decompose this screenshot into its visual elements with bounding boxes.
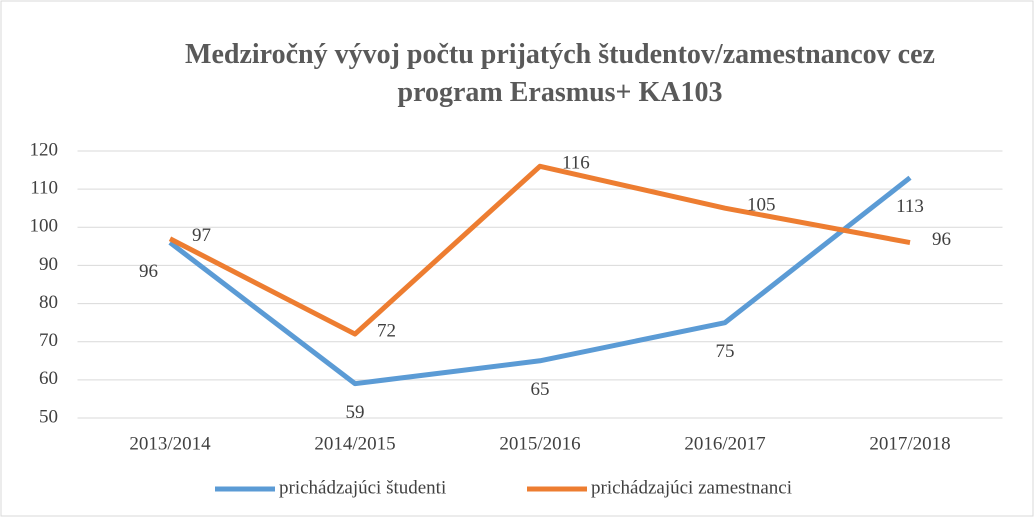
y-tick-label: 110 [30,178,58,199]
data-label: 113 [896,196,924,217]
x-tick-label: 2016/2017 [684,433,765,454]
y-tick-label: 60 [39,368,58,389]
series-line [168,163,911,337]
legend-label: prichádzajúci zamestnanci [591,477,792,498]
x-tick-label: 2013/2014 [129,433,211,454]
y-tick-label: 100 [30,216,59,237]
x-tick-label: 2014/2015 [314,433,395,454]
chart-title: Medziročný vývoj počtu prijatých študent… [185,39,935,108]
x-tick-label: 2017/2018 [869,433,950,454]
y-tick-label: 50 [39,406,58,427]
data-label: 75 [716,341,735,362]
data-label: 59 [346,402,365,423]
data-label: 97 [192,225,211,246]
y-tick-label: 70 [39,330,58,351]
data-label: 96 [139,261,158,282]
data-label: 96 [932,229,951,250]
legend-label: prichádzajúci študenti [279,477,446,498]
y-tick-label: 120 [30,139,59,160]
y-tick-label: 80 [39,292,58,313]
data-label: 72 [377,320,396,341]
series-line [168,175,912,387]
y-tick-label: 90 [39,254,58,275]
data-label: 116 [562,153,590,174]
x-tick-label: 2015/2016 [499,433,580,454]
data-label: 105 [747,195,776,216]
data-label: 65 [531,379,550,400]
